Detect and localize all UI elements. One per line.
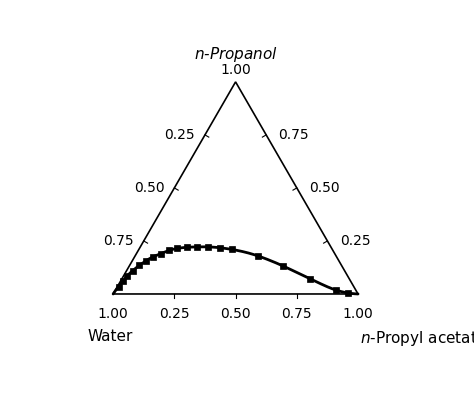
Text: 0.75: 0.75 (103, 234, 134, 248)
Text: Water: Water (88, 329, 133, 345)
Text: 0.25: 0.25 (164, 128, 195, 142)
Text: 0.75: 0.75 (278, 128, 309, 142)
Text: 0.25: 0.25 (159, 307, 190, 321)
Text: 0.50: 0.50 (220, 307, 251, 321)
Text: 0.75: 0.75 (282, 307, 312, 321)
Text: $n$-Propyl acetate: $n$-Propyl acetate (360, 329, 474, 349)
Text: $n$-Propanol: $n$-Propanol (193, 44, 278, 64)
Text: 0.50: 0.50 (309, 181, 340, 195)
Text: 1.00: 1.00 (220, 63, 251, 77)
Text: 1.00: 1.00 (343, 307, 374, 321)
Text: 0.25: 0.25 (340, 234, 370, 248)
Text: 0.50: 0.50 (134, 181, 164, 195)
Text: 1.00: 1.00 (98, 307, 128, 321)
